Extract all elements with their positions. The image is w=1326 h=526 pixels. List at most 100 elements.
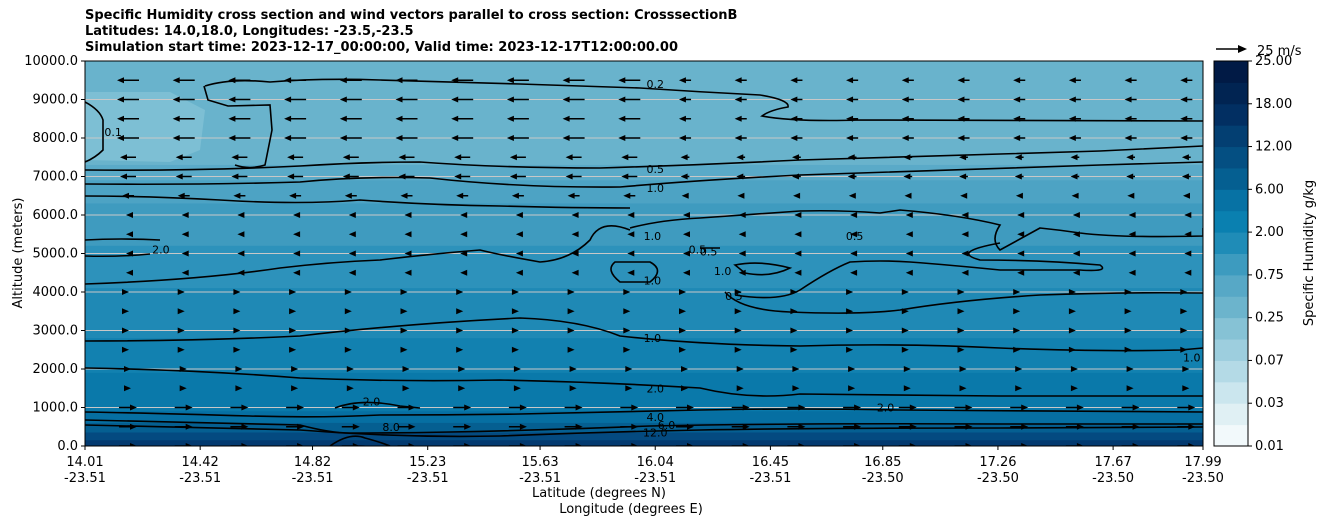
wind-vector-head xyxy=(1180,327,1188,334)
wind-vector-head xyxy=(126,250,133,257)
contour-line xyxy=(329,435,391,446)
wind-vector-head xyxy=(400,192,408,199)
wind-vector-head xyxy=(567,192,575,199)
wind-vector-head xyxy=(960,192,968,199)
wind-vector-head xyxy=(1013,115,1021,122)
wind-vector-head xyxy=(1132,404,1140,411)
wind-vector-head xyxy=(339,96,347,103)
wind-vector-head xyxy=(792,154,799,161)
contour-label: 2.0 xyxy=(152,244,170,257)
wind-vector-head xyxy=(623,308,631,315)
wind-vector-head xyxy=(794,231,802,238)
wind-vector-head xyxy=(511,289,519,295)
wind-vector-head xyxy=(957,115,965,122)
wind-vector-head xyxy=(618,135,626,141)
wind-vector-head xyxy=(464,404,472,411)
wind-vector-head xyxy=(846,289,854,295)
chart-title-line-1: Specific Humidity cross section and wind… xyxy=(85,8,738,23)
wind-vector-head xyxy=(794,250,802,257)
wind-vector-head xyxy=(792,173,799,180)
colorbar-segment xyxy=(1214,125,1248,148)
x-tick-label-lat: 14.82 xyxy=(294,455,331,470)
wind-vector-head xyxy=(737,192,745,199)
wind-vector-head xyxy=(909,443,917,446)
wind-vector-head xyxy=(738,212,746,218)
wind-vector-head xyxy=(901,327,909,334)
wind-vector-head xyxy=(957,346,965,353)
wind-vector-head xyxy=(681,385,688,392)
wind-vector-head xyxy=(1070,385,1078,392)
wind-vector-head xyxy=(1070,366,1078,372)
wind-vector-head xyxy=(1180,77,1188,84)
wind-vector-head xyxy=(798,443,806,446)
x-tick-label-lon: -23.50 xyxy=(862,471,904,486)
wind-vector-head xyxy=(1013,96,1021,103)
x-tick-label-lat: 15.63 xyxy=(521,455,558,470)
wind-vector-head xyxy=(231,154,239,161)
wind-vector-head xyxy=(352,443,360,446)
wind-vector-head xyxy=(511,308,519,315)
wind-vector-head xyxy=(1124,77,1132,84)
wind-vector-head xyxy=(1188,443,1196,446)
wind-vector-head xyxy=(738,269,746,276)
wind-vector-head xyxy=(623,346,631,353)
wind-vector-head xyxy=(460,231,468,238)
wind-vector-head xyxy=(961,212,969,218)
wind-vector-head xyxy=(289,192,297,199)
wind-vector-head xyxy=(1180,135,1188,141)
wind-vector-head xyxy=(179,366,187,372)
wind-vector-head xyxy=(1188,404,1196,411)
wind-vector-head xyxy=(126,231,133,238)
contour-label: 0.2 xyxy=(646,78,664,91)
wind-vector-head xyxy=(961,250,969,257)
wind-vector-head xyxy=(790,115,798,122)
wind-vector-head xyxy=(120,154,127,161)
wind-vector-head xyxy=(903,366,911,372)
wind-vector-head xyxy=(404,212,412,218)
wind-vector-head xyxy=(1072,250,1080,257)
colorbar-segment xyxy=(1214,424,1248,447)
colorbar-tick-label: 0.03 xyxy=(1255,396,1284,411)
wind-vector-head xyxy=(687,443,694,446)
wind-vector-head xyxy=(124,366,131,372)
wind-vector-head xyxy=(1072,231,1080,238)
wind-vector-head xyxy=(1184,231,1192,238)
wind-vector-head xyxy=(451,135,459,141)
colorbar-segment xyxy=(1214,167,1248,190)
wind-vector-head xyxy=(402,366,410,372)
colorbar-segment xyxy=(1214,82,1248,105)
wind-vector-head xyxy=(237,269,245,276)
y-axis-label: Altitude (meters) xyxy=(11,198,26,309)
wind-vector-head xyxy=(235,385,243,392)
wind-vector-head xyxy=(567,346,575,353)
contour-line xyxy=(204,78,1203,122)
wind-vector-head xyxy=(905,231,913,238)
wind-vector-head xyxy=(736,154,744,161)
wind-vector-head xyxy=(181,250,189,257)
wind-vector-head xyxy=(742,404,750,411)
wind-vector-head xyxy=(1015,385,1023,392)
x-tick-label-lat: 16.45 xyxy=(752,455,789,470)
contour-line xyxy=(85,161,1203,188)
wind-vector-head xyxy=(901,289,909,295)
wind-vector-head xyxy=(458,385,466,392)
wind-vector-head xyxy=(233,289,241,295)
wind-vector-head xyxy=(734,327,742,334)
wind-vector-head xyxy=(460,212,468,218)
wind-vector-head xyxy=(1184,269,1192,276)
wind-vector-head xyxy=(126,212,133,218)
wind-vector-head xyxy=(400,308,408,315)
wind-vector-head xyxy=(352,423,360,430)
wind-vector-head xyxy=(1071,192,1079,199)
wind-vector-head xyxy=(736,366,744,372)
wind-vector-head xyxy=(339,135,347,141)
colorbar-segment xyxy=(1214,146,1248,169)
wind-vector-head xyxy=(1013,346,1021,353)
wind-vector-head xyxy=(177,346,185,353)
wind-vector-head xyxy=(287,154,295,161)
wind-vector-head xyxy=(185,443,193,446)
wind-vector-head xyxy=(679,327,686,334)
wind-vector-head xyxy=(575,404,583,411)
wind-vector-head xyxy=(1132,423,1140,430)
